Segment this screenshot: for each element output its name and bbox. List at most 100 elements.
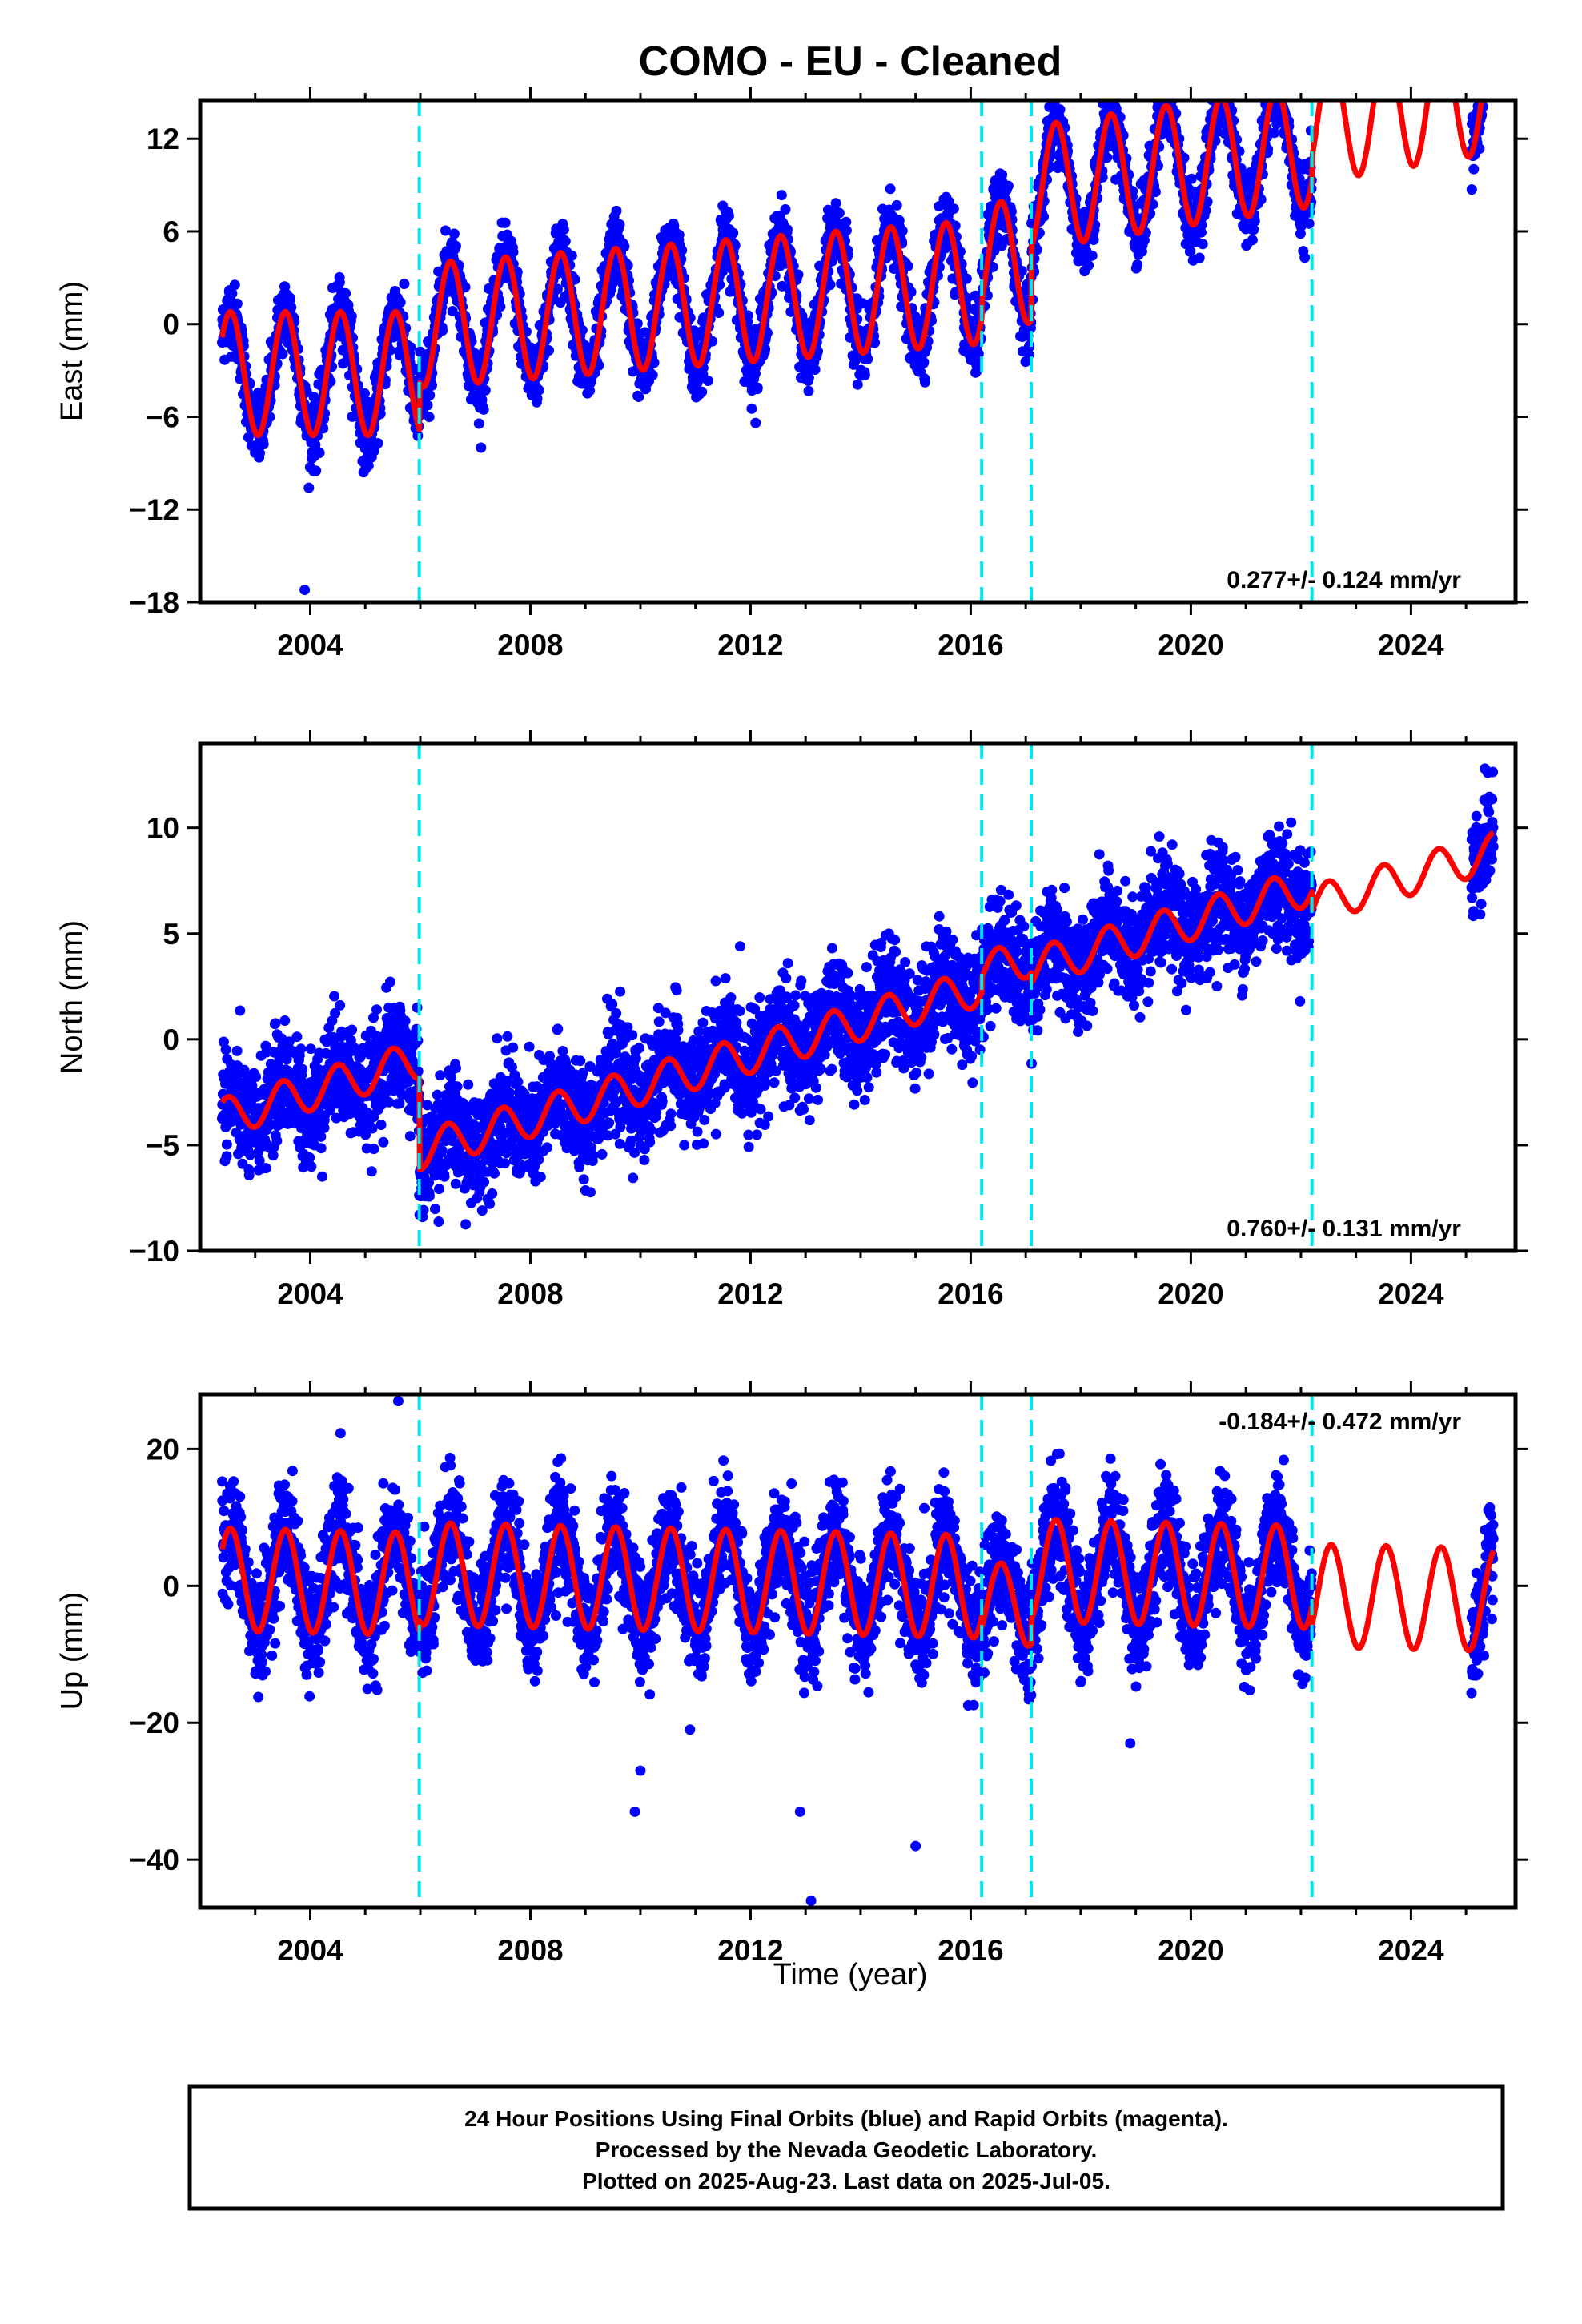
data-point bbox=[448, 228, 460, 239]
data-point bbox=[841, 225, 852, 236]
data-point bbox=[1488, 20, 1498, 30]
data-point bbox=[286, 302, 297, 313]
data-point bbox=[260, 1163, 271, 1174]
data-point bbox=[1264, 80, 1275, 90]
data-point bbox=[1276, 71, 1287, 82]
data-point bbox=[1273, 66, 1283, 77]
data-point bbox=[1213, 74, 1223, 84]
data-point bbox=[1275, 77, 1285, 87]
data-point bbox=[1156, 79, 1166, 90]
data-point bbox=[1487, 11, 1497, 22]
y-tick-label: 12 bbox=[147, 123, 179, 155]
y-tick-label: −18 bbox=[129, 586, 179, 619]
data-point bbox=[1484, 46, 1495, 57]
data-point bbox=[781, 224, 793, 235]
data-point bbox=[1303, 218, 1315, 229]
data-point bbox=[1484, 65, 1495, 75]
data-point bbox=[315, 1143, 327, 1154]
data-point bbox=[1477, 63, 1488, 74]
data-point bbox=[424, 412, 435, 423]
data-point bbox=[1485, 32, 1496, 42]
data-point bbox=[1273, 80, 1283, 90]
data-point bbox=[270, 1018, 281, 1029]
data-point bbox=[859, 369, 870, 380]
data-point bbox=[231, 1045, 243, 1056]
data-point bbox=[304, 1152, 315, 1163]
data-point bbox=[1486, 20, 1496, 30]
data-point bbox=[852, 379, 863, 390]
y-tick-label: 6 bbox=[163, 215, 179, 248]
plot-area-east bbox=[217, 9, 1498, 596]
data-point bbox=[1054, 104, 1066, 115]
data-point bbox=[1223, 89, 1234, 99]
data-point bbox=[473, 418, 484, 429]
data-point bbox=[1185, 246, 1196, 257]
data-point bbox=[533, 384, 544, 396]
data-point bbox=[1223, 86, 1233, 96]
data-point bbox=[221, 1139, 232, 1150]
data-point bbox=[833, 207, 845, 219]
x-tick-label: 2008 bbox=[497, 629, 563, 661]
data-point bbox=[532, 393, 543, 404]
data-point bbox=[566, 250, 577, 261]
data-point bbox=[399, 279, 410, 290]
x-tick-label: 2004 bbox=[277, 629, 343, 661]
x-tick-label: 2012 bbox=[717, 629, 783, 661]
data-point bbox=[440, 225, 451, 236]
data-point bbox=[1272, 85, 1283, 95]
data-point bbox=[476, 442, 487, 453]
panels: 2004 2008 2012 2016 2020 2024−18−12−60612East… bbox=[55, 9, 1528, 1967]
data-point bbox=[451, 240, 461, 251]
data-point bbox=[1197, 239, 1208, 250]
data-point bbox=[359, 388, 370, 399]
data-point bbox=[1216, 86, 1227, 96]
data-point bbox=[1481, 54, 1492, 65]
y-tick-label: −12 bbox=[129, 493, 179, 526]
data-point bbox=[776, 190, 787, 201]
data-point bbox=[552, 283, 563, 295]
data-point bbox=[1484, 34, 1494, 45]
data-point bbox=[1488, 9, 1498, 19]
data-point bbox=[1280, 67, 1291, 78]
data-point bbox=[897, 225, 908, 236]
data-point bbox=[1475, 77, 1485, 87]
data-point bbox=[1109, 81, 1119, 91]
data-point bbox=[295, 1043, 307, 1055]
data-point bbox=[1211, 79, 1222, 90]
data-point bbox=[1481, 62, 1492, 72]
data-point bbox=[1484, 46, 1495, 57]
data-point bbox=[271, 1136, 283, 1146]
data-point bbox=[1086, 250, 1098, 261]
data-point bbox=[1480, 67, 1491, 78]
observations-east bbox=[217, 9, 1498, 596]
data-point bbox=[1267, 77, 1277, 87]
data-point bbox=[447, 306, 458, 316]
data-point bbox=[1211, 82, 1221, 93]
data-point bbox=[372, 438, 383, 448]
data-point bbox=[891, 199, 902, 211]
data-point bbox=[1162, 64, 1173, 74]
data-point bbox=[1484, 56, 1494, 66]
data-point bbox=[1212, 89, 1223, 99]
data-point bbox=[1482, 74, 1492, 85]
data-point bbox=[363, 460, 374, 471]
data-point bbox=[315, 1131, 327, 1142]
chart-title: COMO - EU - Cleaned bbox=[639, 38, 1062, 85]
data-point bbox=[1480, 64, 1491, 74]
data-point bbox=[1216, 70, 1227, 81]
data-point bbox=[1482, 46, 1492, 57]
data-point bbox=[918, 356, 930, 368]
data-point bbox=[1279, 83, 1289, 94]
data-point bbox=[1218, 89, 1228, 99]
data-point bbox=[1215, 46, 1225, 57]
data-point bbox=[803, 385, 814, 396]
data-point bbox=[1088, 235, 1099, 245]
data-point bbox=[1480, 46, 1491, 57]
data-point bbox=[277, 348, 288, 360]
data-point bbox=[750, 417, 761, 428]
data-point bbox=[1264, 70, 1275, 81]
data-point bbox=[1487, 56, 1497, 66]
data-point bbox=[1485, 33, 1496, 43]
data-point bbox=[1479, 74, 1489, 84]
data-point bbox=[229, 279, 240, 291]
